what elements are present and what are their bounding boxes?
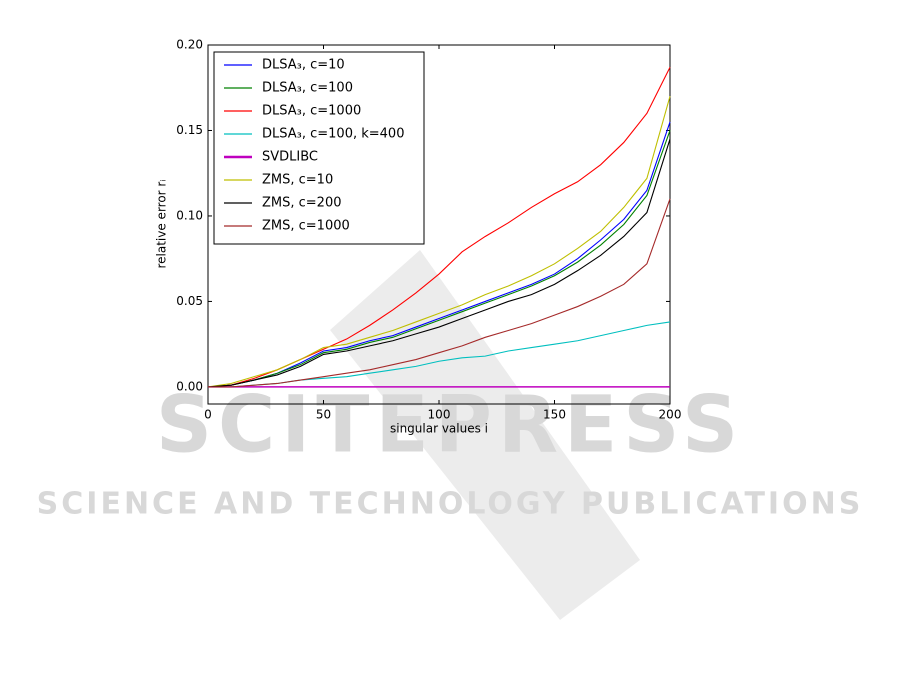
legend-label: ZMS, c=10 xyxy=(262,173,333,188)
legend-label: DLSA₃, c=100 xyxy=(262,81,353,96)
legend-label: DLSA₃, c=1000 xyxy=(262,104,361,119)
watermark: SCITEPRESS xyxy=(156,380,744,470)
legend-box xyxy=(213,51,425,245)
y-tick-label: 0.20 xyxy=(176,38,203,52)
x-tick-label: 200 xyxy=(659,408,682,422)
y-tick-label: 0.00 xyxy=(176,379,203,393)
x-tick-label: 50 xyxy=(316,408,331,422)
y-tick-label: 0.05 xyxy=(176,294,203,308)
legend-label: SVDLIBC xyxy=(262,150,318,165)
legend-label: DLSA₃, c=10 xyxy=(262,58,345,73)
series-line xyxy=(207,96,671,388)
series-line xyxy=(207,130,671,388)
legend-label: ZMS, c=200 xyxy=(262,196,342,211)
watermark-shape xyxy=(330,250,640,620)
y-axis-label: relative error rᵢ xyxy=(155,179,169,268)
y-tick-label: 0.15 xyxy=(176,123,203,137)
x-tick-label: 150 xyxy=(543,408,566,422)
y-tick-label: 0.10 xyxy=(176,208,203,222)
series-line xyxy=(208,198,671,388)
x-axis-label: singular values i xyxy=(390,422,488,436)
x-tick-label: 100 xyxy=(428,408,451,422)
legend-label: ZMS, c=1000 xyxy=(262,219,350,234)
series-line xyxy=(207,138,671,388)
watermark: SCIENCE AND TECHNOLOGY PUBLICATIONS xyxy=(37,487,864,522)
legend-label: DLSA₃, c=100, k=400 xyxy=(262,127,404,142)
x-tick-label: 0 xyxy=(204,408,212,422)
